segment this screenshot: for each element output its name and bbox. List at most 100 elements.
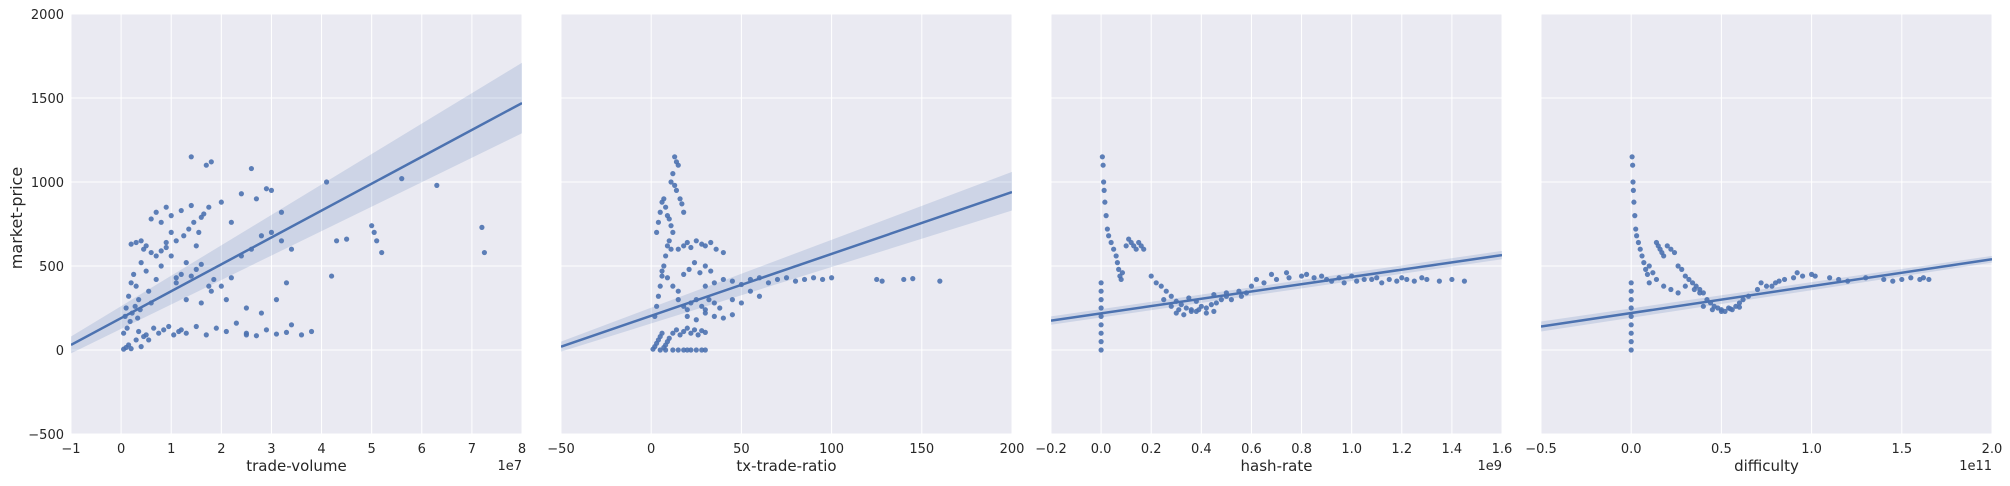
data-point (1691, 286, 1697, 293)
data-point (699, 303, 705, 309)
data-point (1133, 246, 1139, 252)
data-point (153, 276, 159, 283)
data-point (1298, 273, 1305, 279)
data-point (278, 209, 285, 215)
data-point (1123, 243, 1129, 249)
data-point (1709, 307, 1715, 313)
data-point (1098, 313, 1104, 319)
data-point (937, 278, 943, 284)
data-point (1641, 260, 1647, 266)
x-tick-label: −0.5 (1525, 442, 1557, 457)
data-point (910, 276, 916, 282)
data-point (1404, 276, 1410, 283)
y-tick-label: 1500 (31, 92, 64, 107)
data-point (168, 253, 174, 259)
x-tick-label: 1.6 (1492, 442, 1513, 457)
data-point (156, 330, 162, 336)
data-point (1106, 233, 1112, 239)
data-point (1411, 278, 1417, 284)
data-point (173, 275, 179, 281)
x-tick-label: 150 (909, 442, 934, 457)
data-point (672, 182, 678, 188)
data-point (1718, 308, 1724, 314)
data-point (1653, 276, 1660, 283)
plot-area (1051, 14, 1502, 434)
data-point (1881, 276, 1887, 283)
data-point (1639, 253, 1645, 259)
data-point (1213, 300, 1219, 306)
data-point (1675, 290, 1681, 296)
data-point (333, 238, 340, 244)
data-point (1630, 187, 1636, 193)
data-point (1273, 276, 1280, 283)
data-point (168, 213, 174, 219)
x-tick-label: 1.5 (1891, 442, 1912, 457)
data-point (659, 268, 665, 274)
data-point (1253, 276, 1260, 283)
data-point (670, 171, 676, 177)
data-point (1682, 283, 1688, 289)
data-point (675, 162, 681, 168)
data-point (183, 297, 189, 303)
data-point (686, 266, 692, 272)
data-point (1098, 297, 1104, 303)
data-point (163, 204, 169, 210)
data-point (1436, 278, 1442, 284)
x-tick-label: 0.8 (1291, 442, 1312, 457)
x-tick-label: 8 (518, 442, 526, 457)
data-point (1369, 276, 1375, 283)
data-point (1098, 347, 1104, 353)
x-tick-label: 1.4 (1442, 442, 1463, 457)
data-point (663, 347, 669, 353)
data-point (283, 280, 290, 286)
data-point (1628, 297, 1634, 303)
data-point (148, 216, 154, 222)
data-point (228, 275, 234, 281)
data-point (288, 246, 295, 252)
data-point (1176, 307, 1182, 313)
data-point (666, 216, 672, 222)
x-tick-label: −50 (547, 442, 574, 457)
data-point (206, 283, 212, 289)
data-point (688, 244, 694, 251)
data-point (183, 330, 189, 336)
x-tick-label: 100 (819, 442, 844, 457)
data-point (1686, 276, 1692, 283)
data-point (684, 347, 690, 353)
data-point (434, 182, 440, 188)
data-point (128, 346, 134, 352)
data-point (1461, 278, 1468, 284)
data-point (128, 241, 134, 247)
data-point (1449, 276, 1455, 283)
data-point (136, 297, 142, 303)
data-point (668, 223, 674, 229)
data-point (1100, 162, 1106, 168)
data-point (126, 293, 132, 299)
data-point (673, 187, 680, 193)
y-tick-label: 500 (39, 260, 64, 275)
data-point (258, 233, 265, 239)
data-point (124, 325, 130, 331)
data-point (702, 310, 708, 316)
data-point (1102, 199, 1108, 205)
x-tick-label: 0.0 (1091, 442, 1112, 457)
data-point (278, 238, 285, 244)
data-point (819, 276, 826, 283)
data-point (901, 276, 907, 283)
panel-2: −50 0 50 100 150 200 tx-trade-ratio (547, 13, 1024, 475)
data-point (1379, 280, 1385, 286)
data-point (1108, 239, 1114, 246)
data-point (158, 248, 164, 254)
data-point (1153, 280, 1159, 286)
data-point (1634, 233, 1640, 239)
data-point (1341, 280, 1347, 286)
data-point (668, 179, 674, 185)
data-point (253, 333, 260, 339)
x-tick-label: 6 (418, 442, 426, 457)
data-point (186, 226, 192, 232)
data-point (173, 238, 179, 244)
data-point (720, 249, 726, 256)
data-point (1188, 308, 1194, 314)
